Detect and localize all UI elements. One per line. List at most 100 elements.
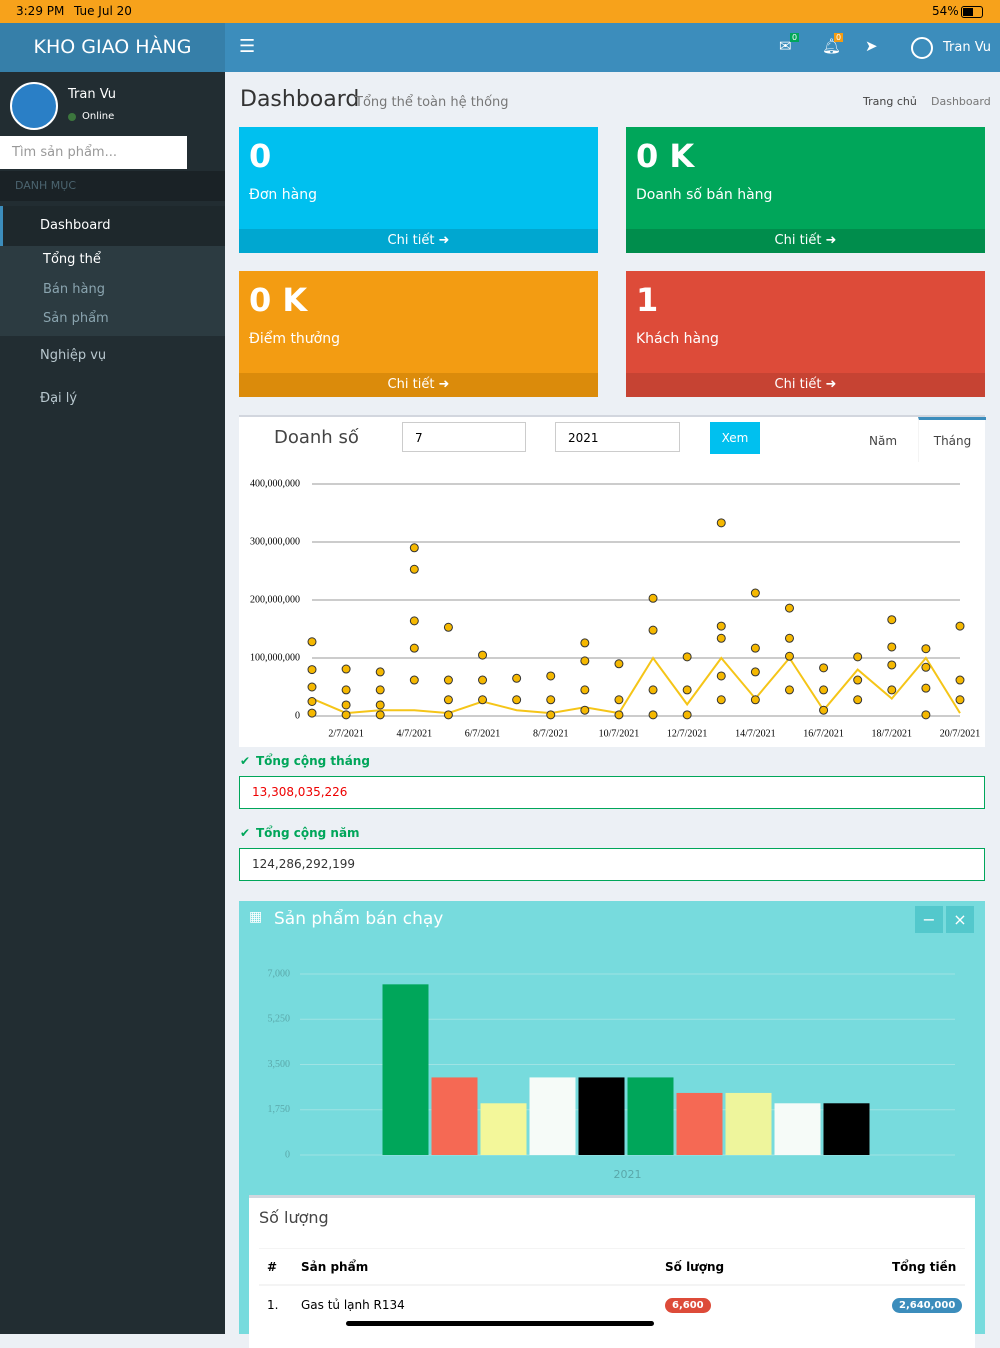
dot xyxy=(784,685,794,695)
total-label: Tổng cộng năm xyxy=(256,826,360,840)
y-tick-label: 7,000 xyxy=(268,968,291,979)
badge: 2,640,000 xyxy=(892,1298,963,1313)
stat-link[interactable]: Chi tiết xyxy=(387,377,435,392)
mail-icon[interactable]: ✉ xyxy=(779,37,792,55)
dot xyxy=(512,673,522,683)
dot xyxy=(784,651,794,661)
menu-item[interactable]: Đại lý xyxy=(40,391,78,406)
collapse-button[interactable]: − xyxy=(915,906,943,933)
user-name[interactable]: Tran Vu xyxy=(943,40,991,55)
avatar xyxy=(10,82,58,130)
dot xyxy=(853,675,863,685)
x-tick-label: 10/7/2021 xyxy=(599,728,640,739)
bar xyxy=(725,1092,772,1155)
search[interactable]: Tìm sản phẩm... xyxy=(0,136,187,169)
stat-link[interactable]: Chi tiết xyxy=(387,233,435,248)
dot xyxy=(887,615,897,625)
y-tick-label: 400,000,000 xyxy=(250,478,300,489)
dot xyxy=(478,650,488,660)
battery: 54% xyxy=(932,4,959,18)
dot xyxy=(580,705,590,715)
dot xyxy=(443,622,453,632)
dot xyxy=(409,616,419,626)
view-button[interactable]: Xem xyxy=(710,422,760,454)
y-tick-label: 300,000,000 xyxy=(250,536,300,547)
bar xyxy=(823,1103,870,1155)
stat-link[interactable]: Chi tiết xyxy=(774,377,822,392)
arrow-icon: ➜ xyxy=(434,233,450,248)
cell: Gas tủ lạnh R134 xyxy=(301,1298,405,1312)
dot xyxy=(307,682,317,692)
dot xyxy=(750,667,760,677)
arrow-icon: ➜ xyxy=(821,377,837,392)
y-tick-label: 100,000,000 xyxy=(250,652,300,663)
bar xyxy=(627,1077,674,1155)
dot xyxy=(853,652,863,662)
brand[interactable]: KHO GIAO HÀNG xyxy=(0,23,225,72)
x-tick-label: 20/7/2021 xyxy=(940,728,981,739)
dot xyxy=(443,710,453,720)
menu-item[interactable]: Nghiệp vụ xyxy=(40,348,107,363)
dot xyxy=(307,665,317,675)
dot xyxy=(443,695,453,705)
month-input[interactable]: 7 xyxy=(402,422,526,452)
total-label: Tổng cộng tháng xyxy=(256,754,370,768)
menu-item[interactable]: Dashboard xyxy=(0,206,225,246)
bar xyxy=(382,984,429,1155)
stat-label: Đơn hàng xyxy=(249,187,317,203)
y-tick-label: 1,750 xyxy=(268,1104,291,1115)
dot xyxy=(375,700,385,710)
check-icon: ✔ xyxy=(240,754,251,768)
dot xyxy=(580,638,590,648)
tab[interactable]: Tháng xyxy=(918,417,986,462)
dot xyxy=(716,633,726,643)
dot xyxy=(341,710,351,720)
col-header: # xyxy=(267,1260,278,1274)
submenu-item[interactable]: Sản phẩm xyxy=(43,311,109,326)
menu-toggle[interactable]: ☰ xyxy=(239,36,256,57)
total-value: 124,286,292,199 xyxy=(239,848,985,881)
dot xyxy=(341,664,351,674)
submenu-item[interactable]: Tổng thể xyxy=(43,252,101,267)
close-button[interactable]: × xyxy=(946,906,974,933)
dot xyxy=(341,700,351,710)
send-icon[interactable]: ➤ xyxy=(865,37,878,55)
dot xyxy=(716,518,726,528)
stat-box: 0 K Doanh số bán hàng Chi tiết ➜ xyxy=(626,127,985,253)
dot xyxy=(478,695,488,705)
dot xyxy=(784,633,794,643)
dot xyxy=(614,710,624,720)
bar xyxy=(431,1077,478,1155)
cell: 1. xyxy=(267,1298,279,1312)
x-tick-label: 12/7/2021 xyxy=(667,728,708,739)
dot xyxy=(921,662,931,672)
mail-badge: 0 xyxy=(790,33,800,42)
status-bar: 3:29 PM Tue Jul 20 54% xyxy=(0,0,1000,23)
stat-box: 0 K Điểm thưởng Chi tiết ➜ xyxy=(239,271,598,397)
breadcrumb[interactable]: Trang chủ xyxy=(863,95,917,108)
dot xyxy=(819,663,829,673)
sales-chart: 0 100,000,000 200,000,000 300,000,000 400,00… xyxy=(250,478,981,739)
stat-link[interactable]: Chi tiết xyxy=(774,233,822,248)
year-input[interactable]: 2021 xyxy=(555,422,680,452)
dot xyxy=(921,644,931,654)
dot xyxy=(921,683,931,693)
dot xyxy=(580,656,590,666)
dot xyxy=(614,695,624,705)
x-tick-label: 2/7/2021 xyxy=(328,728,364,739)
dot xyxy=(307,637,317,647)
dot xyxy=(409,564,419,574)
dot xyxy=(682,685,692,695)
dot xyxy=(648,625,658,635)
dot xyxy=(750,695,760,705)
submenu-item[interactable]: Bán hàng xyxy=(43,282,105,297)
dot xyxy=(375,685,385,695)
dot xyxy=(341,685,351,695)
x-tick-label: 2021 xyxy=(614,1168,642,1181)
y-tick-label: 0 xyxy=(285,1149,290,1160)
tab[interactable]: Năm xyxy=(869,434,898,448)
dot xyxy=(443,675,453,685)
stat-box: 1 Khách hàng Chi tiết ➜ xyxy=(626,271,985,397)
table-title: Số lượng xyxy=(259,1208,329,1227)
